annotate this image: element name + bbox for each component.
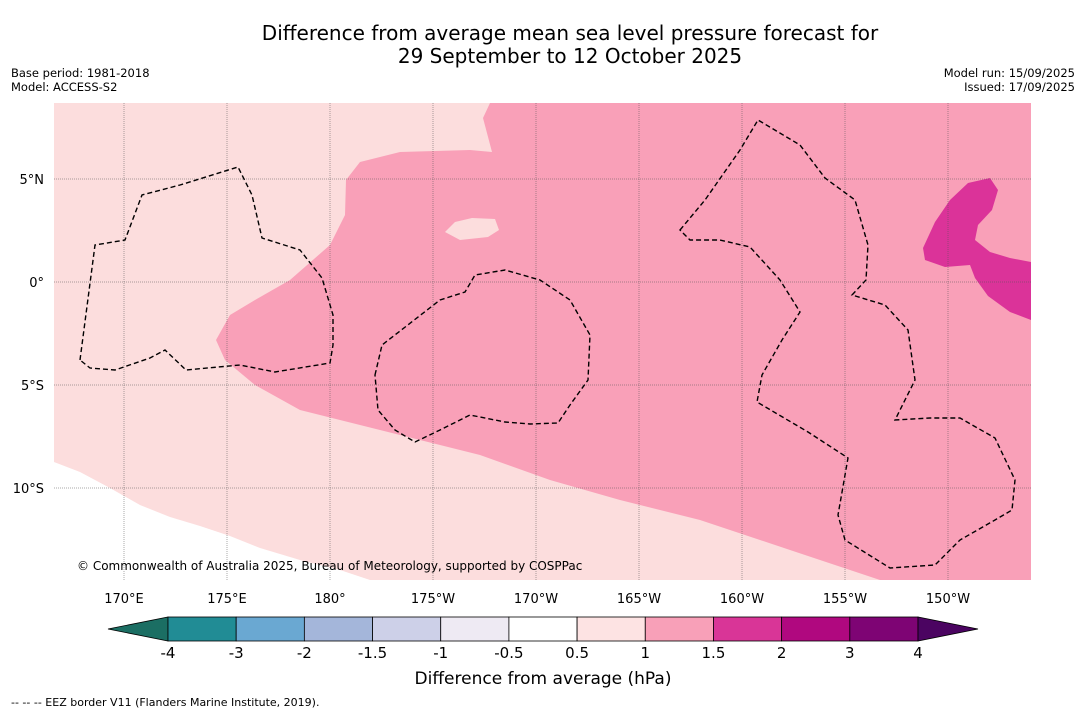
colorbar-tick-label: -4 xyxy=(161,644,176,662)
issued-text: Issued: 17/09/2025 xyxy=(964,80,1075,94)
model-text: Model: ACCESS-S2 xyxy=(11,80,118,94)
colorbar-segment xyxy=(576,616,646,642)
eez-border-line-islands xyxy=(679,119,1016,569)
copyright-text: © Commonwealth of Australia 2025, Bureau… xyxy=(77,559,582,573)
colorbar-title: Difference from average (hPa) xyxy=(415,669,672,689)
band-1-to-1-5-region xyxy=(216,103,1031,580)
colorbar-tick-label: 0.5 xyxy=(565,644,589,662)
colorbar-segment xyxy=(372,616,442,642)
colorbar-tick-label: 2 xyxy=(777,644,787,662)
lon-label-170w: 170°W xyxy=(514,592,558,607)
colorbar: -4 -3 -2 -1.5 -1 -0.5 0.5 1 1.5 2 3 4 xyxy=(107,616,979,662)
colorbar-tick-label: -2 xyxy=(297,644,312,662)
lon-label-175e: 175°E xyxy=(207,592,247,607)
lon-label-150w: 150°W xyxy=(926,592,970,607)
lat-label-0: 0° xyxy=(29,276,44,291)
info-right: Model run: 15/09/2025 Issued: 17/09/2025 xyxy=(944,66,1075,94)
colorbar-segment xyxy=(167,616,237,642)
colorbar-segment xyxy=(713,616,783,642)
model-run-text: Model run: 15/09/2025 xyxy=(943,66,1075,80)
base-period-text: Base period: 1981-2018 xyxy=(11,66,150,80)
small-0-5-to-1-patch xyxy=(445,218,499,240)
eez-border-phoenix xyxy=(374,269,591,443)
colorbar-tick-label: 3 xyxy=(845,644,855,662)
lon-label-175w: 175°W xyxy=(411,592,455,607)
colorbar-tick-label: 4 xyxy=(913,644,923,662)
colorbar-segment xyxy=(440,616,510,642)
lon-label-155w: 155°W xyxy=(823,592,867,607)
lat-label-5n: 5°N xyxy=(20,173,45,188)
colorbar-extend-high xyxy=(917,616,979,642)
lat-label-5s: 5°S xyxy=(21,379,44,394)
lat-label-10s: 10°S xyxy=(13,482,44,497)
colorbar-extend-low xyxy=(107,616,169,642)
band-1-5-to-2-region xyxy=(923,178,1031,320)
band-below-0-5-region xyxy=(54,462,370,580)
colorbar-tick-label: -0.5 xyxy=(494,644,523,662)
map-title-line2: 29 September to 12 October 2025 xyxy=(397,44,743,68)
lon-label-165w: 165°W xyxy=(617,592,661,607)
info-left: Base period: 1981-2018 Model: ACCESS-S2 xyxy=(11,66,150,94)
map-title-line1: Difference from average mean sea level p… xyxy=(261,21,879,45)
colorbar-tick-label: -1 xyxy=(433,644,448,662)
eez-border-kiribati-gilberts xyxy=(79,166,334,373)
map-area xyxy=(54,103,1031,580)
colorbar-segment xyxy=(508,616,578,642)
eez-footnote: -- -- -- EEZ border V11 (Flanders Marine… xyxy=(11,696,320,709)
colorbar-tick-label: 1.5 xyxy=(702,644,726,662)
colorbar-segment xyxy=(303,616,373,642)
colorbar-segment xyxy=(235,616,305,642)
lon-label-170e: 170°E xyxy=(104,592,144,607)
colorbar-tick-label: -3 xyxy=(229,644,244,662)
eez-borders xyxy=(79,119,1016,569)
lon-label-160w: 160°W xyxy=(720,592,764,607)
colorbar-segment xyxy=(849,616,919,642)
colorbar-segment xyxy=(781,616,851,642)
colorbar-tick-label: -1.5 xyxy=(358,644,387,662)
lon-label-180: 180° xyxy=(314,592,345,607)
colorbar-tick-label: 1 xyxy=(640,644,650,662)
colorbar-segment xyxy=(644,616,714,642)
